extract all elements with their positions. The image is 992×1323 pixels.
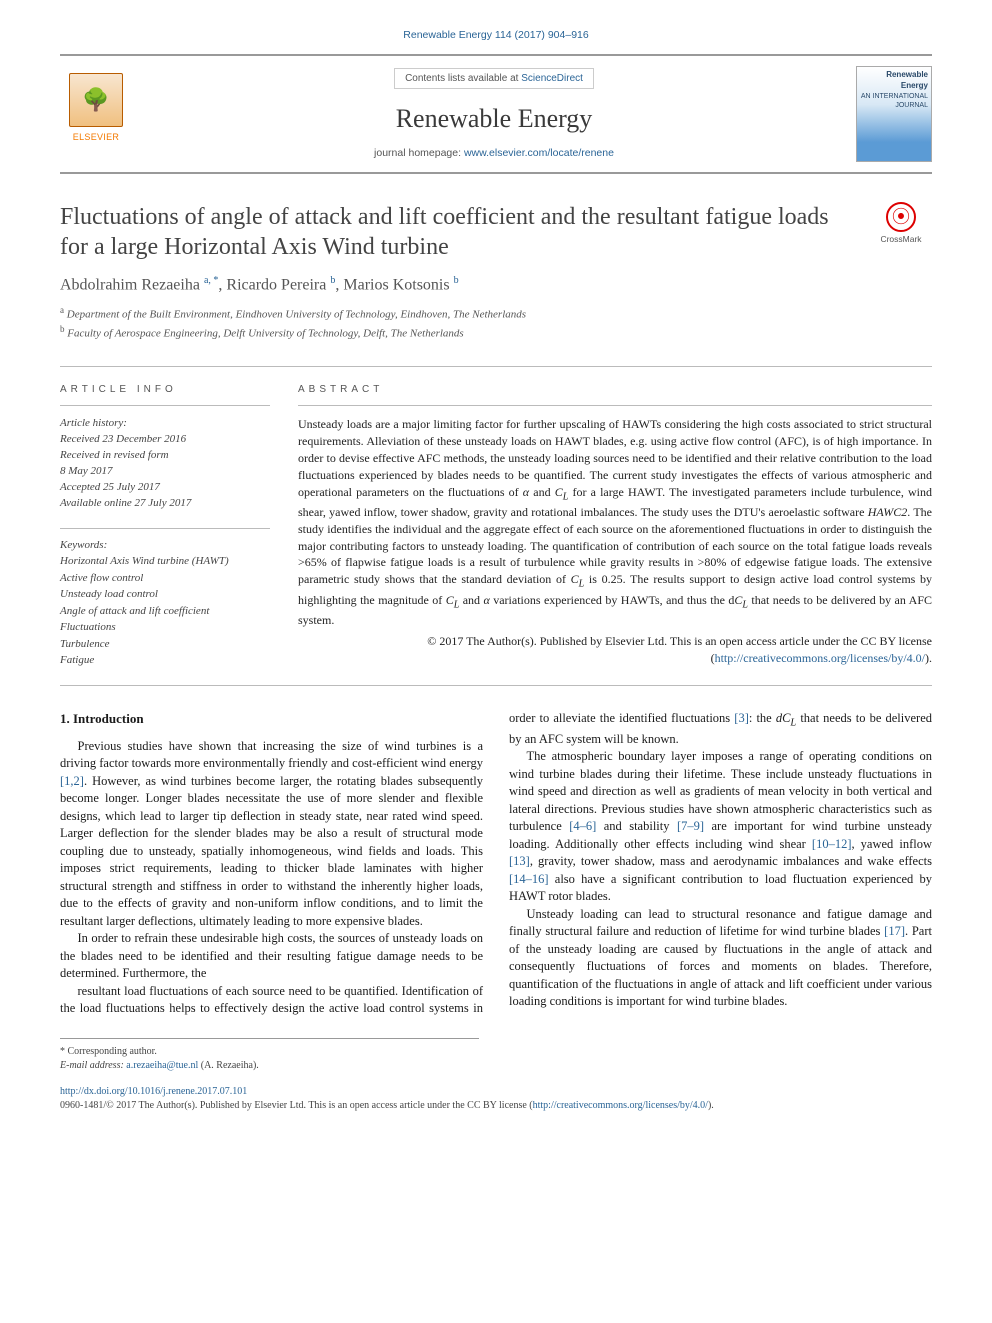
doi-footer: http://dx.doi.org/10.1016/j.renene.2017.… — [60, 1085, 932, 1113]
history-line: Received in revised form — [60, 448, 270, 464]
abstract-text: Unsteady loads are a major limiting fact… — [298, 416, 932, 628]
keyword: Active flow control — [60, 570, 270, 587]
corr-email-link[interactable]: a.rezaeiha@tue.nl — [126, 1060, 198, 1071]
history-line: 8 May 2017 — [60, 464, 270, 480]
journal-cover-thumbnail: Renewable Energy AN INTERNATIONAL JOURNA… — [856, 66, 932, 162]
paragraph-1: Previous studies have shown that increas… — [60, 738, 483, 931]
keyword: Angle of attack and lift coefficient — [60, 603, 270, 620]
doi-link[interactable]: http://dx.doi.org/10.1016/j.renene.2017.… — [60, 1086, 247, 1097]
article-history: Article history: Received 23 December 20… — [60, 416, 270, 512]
history-line: Available online 27 July 2017 — [60, 496, 270, 512]
keyword: Fluctuations — [60, 619, 270, 636]
article-title: Fluctuations of angle of attack and lift… — [60, 202, 858, 262]
citation-ref[interactable]: [3] — [734, 711, 749, 725]
citation-ref[interactable]: [13] — [509, 854, 530, 868]
citation-ref[interactable]: [10–12] — [812, 837, 852, 851]
abstract-column: ABSTRACT Unsteady loads are a major limi… — [298, 383, 932, 668]
history-line: Received 23 December 2016 — [60, 432, 270, 448]
masthead: 🌳 ELSEVIER Contents lists available at S… — [60, 54, 932, 174]
footer-line-end: ). — [708, 1100, 714, 1111]
cover-title: Renewable Energy — [860, 70, 928, 92]
title-block: Fluctuations of angle of attack and lift… — [60, 202, 932, 342]
crossmark-badge[interactable]: ⦿ CrossMark — [870, 202, 932, 245]
author-list: Abdolrahim Rezaeiha a, *, Ricardo Pereir… — [60, 274, 858, 296]
section-heading-1: 1. Introduction — [60, 710, 483, 728]
elsevier-tree-icon: 🌳 — [69, 73, 123, 127]
paragraph-4: The atmospheric boundary layer imposes a… — [509, 748, 932, 906]
history-label: Article history: — [60, 416, 270, 432]
keyword: Fatigue — [60, 652, 270, 669]
affiliation: b Faculty of Aerospace Engineering, Delf… — [60, 323, 858, 342]
cc-license-link[interactable]: http://creativecommons.org/licenses/by/4… — [715, 651, 925, 665]
page-container: Renewable Energy 114 (2017) 904–916 🌳 EL… — [0, 0, 992, 1153]
paragraph-5: Unsteady loading can lead to structural … — [509, 906, 932, 1011]
footer-cc-link[interactable]: http://creativecommons.org/licenses/by/4… — [533, 1100, 708, 1111]
masthead-center: Contents lists available at ScienceDirec… — [150, 68, 838, 161]
keywords-label: Keywords: — [60, 537, 270, 554]
crossmark-icon: ⦿ — [886, 202, 916, 232]
corr-email-line: E-mail address: a.rezaeiha@tue.nl (A. Re… — [60, 1059, 479, 1073]
keyword-lines: Horizontal Axis Wind turbine (HAWT)Activ… — [60, 553, 270, 669]
article-info-column: ARTICLE INFO Article history: Received 2… — [60, 383, 270, 668]
publisher-label: ELSEVIER — [73, 131, 119, 143]
citation-line: Renewable Energy 114 (2017) 904–916 — [60, 28, 932, 42]
crossmark-label: CrossMark — [880, 234, 921, 244]
copyright-text: © 2017 The Author(s). Published by Elsev… — [427, 634, 932, 648]
abstract-label: ABSTRACT — [298, 383, 932, 406]
sciencedirect-link[interactable]: ScienceDirect — [521, 73, 583, 84]
homepage-link[interactable]: www.elsevier.com/locate/renene — [464, 147, 614, 159]
paragraph-2: In order to refrain these undesirable hi… — [60, 930, 483, 983]
issn-copyright-line: 0960-1481/© 2017 The Author(s). Publishe… — [60, 1100, 533, 1111]
citation-ref[interactable]: [17] — [884, 924, 905, 938]
keyword: Horizontal Axis Wind turbine (HAWT) — [60, 553, 270, 570]
affiliation: a Department of the Built Environment, E… — [60, 304, 858, 323]
citation-ref[interactable]: [7–9] — [677, 819, 704, 833]
email-label: E-mail address: — [60, 1060, 126, 1071]
body-columns: 1. Introduction Previous studies have sh… — [60, 710, 932, 1018]
article-info-label: ARTICLE INFO — [60, 383, 270, 406]
corr-author-line: * Corresponding author. — [60, 1045, 479, 1059]
citation-ref[interactable]: [1,2] — [60, 774, 84, 788]
cover-subtitle: AN INTERNATIONAL JOURNAL — [860, 92, 928, 111]
email-suffix: (A. Rezaeiha). — [198, 1060, 259, 1071]
info-abstract-row: ARTICLE INFO Article history: Received 2… — [60, 366, 932, 685]
title-text-wrap: Fluctuations of angle of attack and lift… — [60, 202, 858, 342]
license-block: © 2017 The Author(s). Published by Elsev… — [298, 633, 932, 667]
history-line: Accepted 25 July 2017 — [60, 480, 270, 496]
citation-ref[interactable]: [14–16] — [509, 872, 549, 886]
homepage-line: journal homepage: www.elsevier.com/locat… — [150, 146, 838, 160]
keyword: Turbulence — [60, 636, 270, 653]
citation-ref[interactable]: [4–6] — [569, 819, 596, 833]
contents-prefix: Contents lists available at — [405, 73, 521, 84]
homepage-prefix: journal homepage: — [374, 147, 464, 159]
history-lines: Received 23 December 2016Received in rev… — [60, 432, 270, 512]
journal-name: Renewable Energy — [150, 101, 838, 136]
contents-available-line: Contents lists available at ScienceDirec… — [394, 68, 594, 90]
publisher-logo: 🌳 ELSEVIER — [60, 73, 132, 155]
keyword: Unsteady load control — [60, 586, 270, 603]
corresponding-author-footnote: * Corresponding author. E-mail address: … — [60, 1038, 479, 1073]
affiliation-list: a Department of the Built Environment, E… — [60, 304, 858, 342]
keywords-block: Keywords: Horizontal Axis Wind turbine (… — [60, 528, 270, 669]
